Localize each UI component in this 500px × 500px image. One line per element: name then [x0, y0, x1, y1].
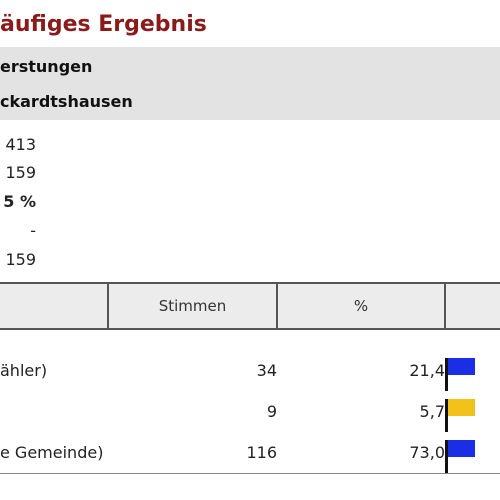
party-name	[0, 391, 108, 432]
stat-value-2: 159	[5, 163, 36, 182]
party-color-cell	[445, 350, 500, 391]
header-party	[0, 282, 109, 330]
percent-cell: 73,0	[277, 432, 445, 474]
header-bar	[445, 282, 500, 330]
stat-value-4: -	[30, 221, 36, 240]
stat-value-1: 413	[5, 135, 36, 154]
party-name: ähler)	[0, 361, 48, 380]
location-info-band: erstungen ckardtshausen	[0, 47, 500, 120]
percent-cell: 21,4	[409, 361, 445, 380]
party-color-cell	[445, 432, 500, 474]
party-color-swatch	[445, 440, 475, 473]
page-title: äufiges Ergebnis	[0, 12, 207, 37]
votes-cell: 9	[266, 402, 277, 421]
stat-value-5: 159	[5, 250, 36, 269]
table-row: e Gemeinde) 116 73,0	[0, 432, 500, 474]
votes-cell: 116	[108, 432, 277, 474]
info-line-1: erstungen	[0, 57, 93, 76]
results-table: Stimmen % ähler) 34 21,4 9 5,7 e Gemeind…	[0, 282, 500, 474]
header-votes: Stimmen	[108, 282, 278, 330]
table-row: 9 5,7	[0, 391, 500, 432]
percent-cell: 5,7	[419, 402, 445, 421]
party-color-swatch	[445, 358, 475, 391]
votes-cell: 34	[256, 361, 277, 380]
party-name: e Gemeinde)	[0, 432, 108, 474]
stat-value-3: 5 %	[3, 192, 36, 211]
table-header-row: Stimmen %	[0, 282, 500, 330]
party-color-swatch	[445, 399, 475, 432]
party-color-cell	[445, 391, 500, 432]
table-row: ähler) 34 21,4	[0, 350, 500, 391]
info-line-2: ckardtshausen	[0, 92, 133, 111]
header-percent: %	[277, 282, 446, 330]
